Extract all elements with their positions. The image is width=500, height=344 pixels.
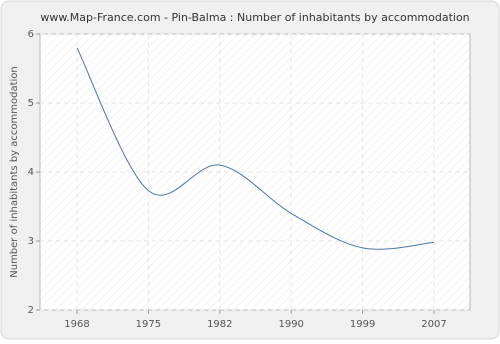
plot-area [39,33,471,311]
x-tick-label: 1990 [278,319,303,330]
y-tick-label: 5 [28,98,34,109]
x-tick-label: 2007 [421,319,446,330]
x-tick-label: 1968 [64,319,89,330]
x-tick-label: 1999 [350,319,375,330]
y-tick-label: 6 [28,29,34,40]
x-tick-label: 1975 [136,319,161,330]
y-axis-label: Number of inhabitants by accommodation [9,66,20,278]
y-tick-label: 4 [28,167,34,178]
y-tick-label: 2 [28,305,34,316]
x-tick-label: 1982 [207,319,232,330]
chart-title: www.Map-France.com - Pin-Balma : Number … [40,11,469,24]
y-tick-label: 3 [28,236,34,247]
data-line [76,47,435,250]
